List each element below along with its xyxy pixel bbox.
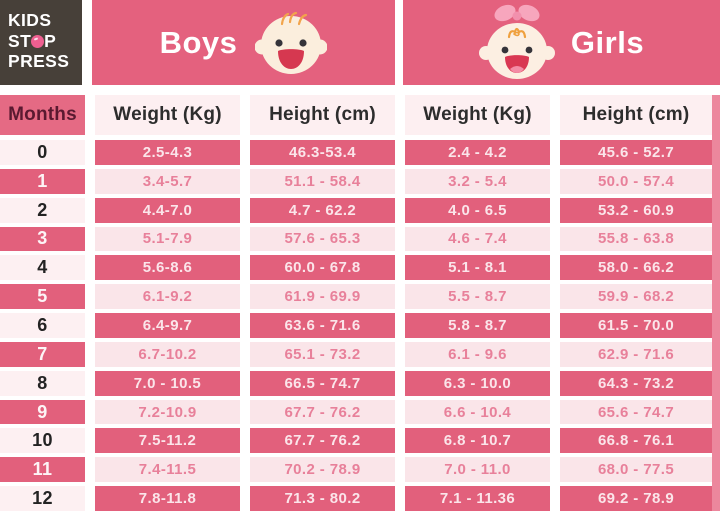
boys-height-cell: 57.6 - 65.3 xyxy=(250,226,395,252)
girls-height-cell: 65.6 - 74.7 xyxy=(560,399,712,425)
boys-weight-cell: 2.5-4.3 xyxy=(95,140,240,165)
table-row: 8 7.0 - 10.5 66.5 - 74.7 6.3 - 10.0 64.3 - 7… xyxy=(0,370,712,396)
girls-weight-cell: 4.6 - 7.4 xyxy=(405,226,550,252)
baby-boy-icon xyxy=(255,11,328,74)
table-row: 5 6.1-9.2 61.9 - 69.9 5.5 - 8.7 59.9 - 68.2 xyxy=(0,284,712,310)
boys-weight-cell: 3.4-5.7 xyxy=(95,168,240,194)
table-row: 3 5.1-7.9 57.6 - 65.3 4.6 - 7.4 55.8 - 63.8 xyxy=(0,226,712,252)
month-cell: 7 xyxy=(0,341,85,367)
girls-weight-cell: 4.0 - 6.5 xyxy=(405,197,550,223)
baby-girl-icon xyxy=(478,4,555,79)
month-cell: 5 xyxy=(0,284,85,310)
boys-weight-cell: 7.2-10.9 xyxy=(95,399,240,425)
table-row: 11 7.4-11.5 70.2 - 78.9 7.0 - 11.0 68.0 - 77… xyxy=(0,457,712,483)
girls-height-cell: 59.9 - 68.2 xyxy=(560,284,712,310)
boys-height-cell: 65.1 - 73.2 xyxy=(250,341,395,367)
girls-height-cell: 69.2 - 78.9 xyxy=(560,486,712,511)
months-column-header: Months xyxy=(0,95,85,135)
month-cell: 1 xyxy=(0,168,85,194)
girls-height-cell: 62.9 - 71.6 xyxy=(560,341,712,367)
girls-weight-cell: 7.1 - 11.36 xyxy=(405,486,550,511)
boys-height-cell: 67.7 - 76.2 xyxy=(250,428,395,454)
girls-weight-cell: 3.2 - 5.4 xyxy=(405,168,550,194)
boys-weight-cell: 6.7-10.2 xyxy=(95,341,240,367)
table-row: 1 3.4-5.7 51.1 - 58.4 3.2 - 5.4 50.0 - 57.4 xyxy=(0,168,712,194)
boys-weight-cell: 4.4-7.0 xyxy=(95,197,240,223)
girls-weight-cell: 6.1 - 9.6 xyxy=(405,341,550,367)
boys-height-cell: 61.9 - 69.9 xyxy=(250,284,395,310)
girls-height-cell: 53.2 - 60.9 xyxy=(560,197,712,223)
boys-weight-cell: 6.1-9.2 xyxy=(95,284,240,310)
boys-height-cell: 4.7 - 62.2 xyxy=(250,197,395,223)
month-cell: 3 xyxy=(0,226,85,252)
month-cell: 4 xyxy=(0,255,85,281)
table-row: 9 7.2-10.9 67.7 - 76.2 6.6 - 10.4 65.6 - 74.… xyxy=(0,399,712,425)
table-row: 12 7.8-11.8 71.3 - 80.2 7.1 - 11.36 69.2 - 7… xyxy=(0,486,712,511)
logo-line-1: KIDS xyxy=(8,10,52,30)
table-row: 4 5.6-8.6 60.0 - 67.8 5.1 - 8.1 58.0 - 66.2 xyxy=(0,255,712,281)
girls-height-cell: 58.0 - 66.2 xyxy=(560,255,712,281)
table-row: 10 7.5-11.2 67.7 - 76.2 6.8 - 10.7 66.8 - 76… xyxy=(0,428,712,454)
boys-height-cell: 63.6 - 71.6 xyxy=(250,313,395,338)
girls-weight-cell: 5.1 - 8.1 xyxy=(405,255,550,281)
boys-weight-cell: 6.4-9.7 xyxy=(95,313,240,338)
boys-height-cell: 66.5 - 74.7 xyxy=(250,370,395,396)
table-row: 6 6.4-9.7 63.6 - 71.6 5.8 - 8.7 61.5 - 70.0 xyxy=(0,313,712,338)
month-cell: 2 xyxy=(0,197,85,223)
girls-weight-column-header: Weight (Kg) xyxy=(405,95,550,135)
boys-weight-cell: 5.6-8.6 xyxy=(95,255,240,281)
month-cell: 8 xyxy=(0,370,85,396)
logo-line-3: PRESS xyxy=(8,51,70,72)
month-cell: 10 xyxy=(0,428,85,454)
kidsstoppress-logo: KIDS ST P PRESS xyxy=(0,0,82,85)
boys-height-cell: 60.0 - 67.8 xyxy=(250,255,395,281)
girls-weight-cell: 2.4 - 4.2 xyxy=(405,140,550,165)
pacifier-dot-icon xyxy=(31,34,45,48)
boys-weight-cell: 7.0 - 10.5 xyxy=(95,370,240,396)
girls-weight-cell: 6.6 - 10.4 xyxy=(405,399,550,425)
month-cell: 6 xyxy=(0,313,85,338)
boys-height-cell: 46.3-53.4 xyxy=(250,140,395,165)
right-edge-strip xyxy=(712,95,720,511)
girls-height-cell: 68.0 - 77.5 xyxy=(560,457,712,483)
girls-height-column-header: Height (cm) xyxy=(560,95,712,135)
table-row: 0 2.5-4.3 46.3-53.4 2.4 - 4.2 45.6 - 52.7 xyxy=(0,140,712,165)
boys-height-cell: 70.2 - 78.9 xyxy=(250,457,395,483)
month-cell: 12 xyxy=(0,486,85,511)
month-cell: 11 xyxy=(0,457,85,483)
girls-weight-cell: 5.5 - 8.7 xyxy=(405,284,550,310)
boys-weight-cell: 7.8-11.8 xyxy=(95,486,240,511)
girls-height-cell: 45.6 - 52.7 xyxy=(560,140,712,165)
month-cell: 0 xyxy=(0,140,85,165)
girls-weight-cell: 6.3 - 10.0 xyxy=(405,370,550,396)
girls-label: Girls xyxy=(570,24,645,60)
table-body: 0 2.5-4.3 46.3-53.4 2.4 - 4.2 45.6 - 52.7 1 3.… xyxy=(0,140,712,511)
boys-weight-cell: 7.5-11.2 xyxy=(95,428,240,454)
table-row: 7 6.7-10.2 65.1 - 73.2 6.1 - 9.6 62.9 - 71.6 xyxy=(0,341,712,367)
girls-height-cell: 66.8 - 76.1 xyxy=(560,428,712,454)
logo-line-2: ST P xyxy=(8,30,57,51)
boys-height-cell: 51.1 - 58.4 xyxy=(250,168,395,194)
girls-weight-cell: 5.8 - 8.7 xyxy=(405,313,550,338)
boys-height-cell: 67.7 - 76.2 xyxy=(250,399,395,425)
girls-height-cell: 50.0 - 57.4 xyxy=(560,168,712,194)
girls-height-cell: 64.3 - 73.2 xyxy=(560,370,712,396)
table-row: 2 4.4-7.0 4.7 - 62.2 4.0 - 6.5 53.2 - 60.9 xyxy=(0,197,712,223)
boys-label: Boys xyxy=(159,24,238,60)
boys-header-band: Boys xyxy=(92,0,395,85)
table-header-row: Months Weight (Kg) Height (cm) Weight (K… xyxy=(0,95,712,135)
girls-height-cell: 55.8 - 63.8 xyxy=(560,226,712,252)
boys-weight-column-header: Weight (Kg) xyxy=(95,95,240,135)
girls-weight-cell: 7.0 - 11.0 xyxy=(405,457,550,483)
girls-weight-cell: 6.8 - 10.7 xyxy=(405,428,550,454)
boys-height-column-header: Height (cm) xyxy=(250,95,395,135)
boys-height-cell: 71.3 - 80.2 xyxy=(250,486,395,511)
month-cell: 9 xyxy=(0,399,85,425)
girls-header-band: Girls xyxy=(403,0,720,85)
girls-height-cell: 61.5 - 70.0 xyxy=(560,313,712,338)
boys-weight-cell: 5.1-7.9 xyxy=(95,226,240,252)
boys-weight-cell: 7.4-11.5 xyxy=(95,457,240,483)
